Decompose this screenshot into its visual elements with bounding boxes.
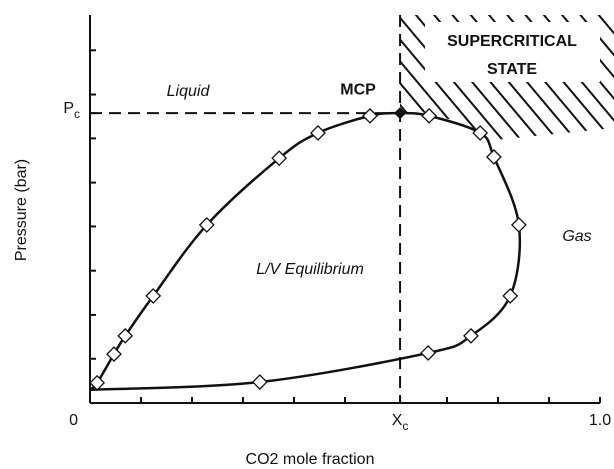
data-point: [362, 107, 378, 124]
critical-point: [394, 107, 407, 120]
supercritical-box: [425, 22, 600, 82]
data-point: [145, 287, 162, 304]
data-point: [198, 216, 215, 233]
supercritical-label: SUPERCRITICAL: [447, 33, 577, 50]
data-point: [106, 346, 122, 363]
mcp-label: MCP: [340, 81, 376, 98]
data-point: [502, 287, 519, 304]
data-point: [251, 374, 268, 390]
y-tick-label: Pc: [63, 100, 80, 121]
x-tick-label: Xc: [392, 412, 409, 433]
x-tick-label-main: 1.0: [589, 412, 611, 429]
gas-label: Gas: [562, 228, 591, 245]
x-tick-label: 0: [69, 412, 78, 429]
data-point: [510, 216, 527, 233]
data-point: [421, 107, 438, 124]
data-point: [310, 125, 326, 141]
liquid-label: Liquid: [167, 83, 211, 100]
y-tick-label-main: P: [63, 100, 74, 117]
data-point: [271, 150, 288, 167]
data-point: [486, 149, 502, 165]
x-tick-label-sub: c: [402, 419, 408, 433]
x-axis-label: CO2 mole fraction: [246, 451, 375, 468]
supercritical-label: STATE: [487, 61, 537, 78]
data-point: [89, 374, 106, 391]
data-point: [117, 327, 134, 344]
data-point: [472, 125, 489, 141]
equilibrium-label: L/V Equilibrium: [256, 261, 364, 278]
phase-envelope: [89, 111, 522, 392]
y-tick-label-sub: c: [74, 107, 80, 121]
data-point: [463, 327, 479, 344]
x-tick-label: 1.0: [589, 412, 611, 429]
y-axis-label: Pressure (bar): [13, 159, 30, 261]
data-point: [420, 345, 437, 361]
x-tick-label-main: X: [392, 412, 403, 429]
